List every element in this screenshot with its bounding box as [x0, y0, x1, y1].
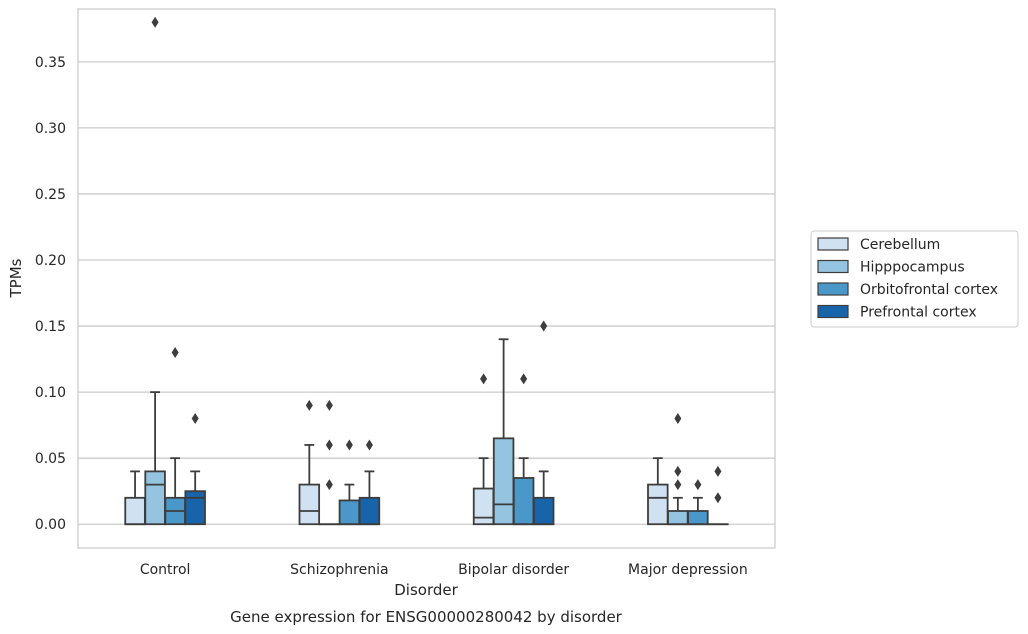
box-iqr — [472, 487, 495, 526]
outlier-point — [325, 479, 333, 491]
outlier-point — [540, 320, 548, 332]
plot-frame — [77, 8, 776, 549]
y-tick-label: 0.20 — [35, 253, 66, 269]
box-iqr — [512, 477, 535, 526]
legend-frame — [810, 230, 1019, 328]
legend-label: Prefrontal cortex — [860, 305, 977, 321]
outlier-point — [345, 439, 353, 451]
box-hipppocampus — [667, 413, 689, 526]
box-hipppocampus — [318, 399, 341, 526]
legend-swatch — [817, 237, 849, 251]
gridlines — [78, 61, 775, 525]
outlier-point — [325, 439, 333, 451]
box-iqr — [298, 483, 321, 526]
x-tick-labels: Control Schizophrenia Bipolar disorder Majo… — [140, 562, 748, 578]
box-iqr — [492, 437, 515, 526]
y-tick-label: 0.10 — [35, 385, 66, 401]
legend-swatch — [817, 304, 849, 319]
box-iqr — [358, 496, 381, 526]
box-cerebellum — [298, 399, 321, 526]
y-tick-label: 0.30 — [35, 121, 66, 137]
box-groups — [124, 16, 729, 526]
legend-swatch — [817, 259, 849, 274]
plot-area — [78, 9, 775, 548]
outlier-point — [674, 465, 682, 477]
outlier-point — [151, 16, 159, 28]
box-orbitofrontal-cortex — [512, 373, 535, 526]
outlier-point — [365, 439, 373, 451]
x-tick-label: Schizophrenia — [290, 562, 388, 578]
box-orbitofrontal-cortex — [164, 346, 186, 526]
outlier-point — [674, 479, 682, 491]
legend-label: Orbitofrontal cortex — [860, 282, 998, 298]
legend: Cerebellum Hipppocampus Orbitofrontal cort… — [810, 230, 1019, 328]
outlier-point — [714, 492, 722, 504]
outlier-point — [325, 399, 333, 411]
outlier-point — [520, 373, 528, 385]
outlier-point — [191, 413, 199, 425]
box-cerebellum — [124, 470, 146, 526]
box-cerebellum — [472, 373, 495, 526]
box-iqr — [338, 499, 361, 526]
box-prefrontal-cortex — [532, 320, 555, 526]
y-tick-label: 0.25 — [35, 187, 66, 203]
box-orbitofrontal-cortex — [338, 439, 361, 526]
box-iqr — [124, 496, 146, 526]
box-iqr — [184, 490, 206, 526]
outlier-point — [480, 373, 488, 385]
legend-label: Hipppocampus — [860, 260, 965, 276]
box-orbitofrontal-cortex — [687, 479, 709, 526]
x-axis-title: Disorder — [394, 581, 458, 599]
outlier-point — [171, 346, 179, 358]
x-tick-label: Major depression — [628, 562, 748, 578]
box-iqr — [532, 496, 555, 526]
x-tick-label: Bipolar disorder — [458, 562, 569, 578]
box-prefrontal-cortex — [184, 413, 206, 526]
chart-title: Gene expression for ENSG00000280042 by d… — [230, 608, 623, 626]
outlier-point — [694, 479, 702, 491]
box-prefrontal-cortex — [707, 465, 729, 526]
box-iqr — [687, 510, 709, 526]
legend-swatch — [817, 282, 849, 296]
box-iqr — [667, 510, 689, 526]
box-iqr — [144, 470, 166, 526]
outlier-point — [674, 413, 682, 425]
outlier-point — [305, 399, 313, 411]
y-tick-labels: 0.00 0.05 0.10 0.15 0.20 0.25 0.30 0.35 — [35, 55, 66, 533]
box-prefrontal-cortex — [358, 439, 381, 526]
y-tick-label: 0.00 — [35, 517, 66, 533]
y-axis-title: TPMs — [7, 258, 25, 298]
outlier-point — [714, 465, 722, 477]
y-tick-label: 0.15 — [35, 319, 66, 335]
y-tick-label: 0.35 — [35, 55, 66, 71]
box-iqr — [647, 483, 669, 526]
y-tick-label: 0.05 — [35, 451, 66, 467]
x-tick-label: Control — [140, 562, 191, 578]
box-cerebellum — [647, 457, 669, 526]
legend-label: Cerebellum — [860, 237, 940, 253]
box-hipppocampus — [492, 338, 515, 526]
